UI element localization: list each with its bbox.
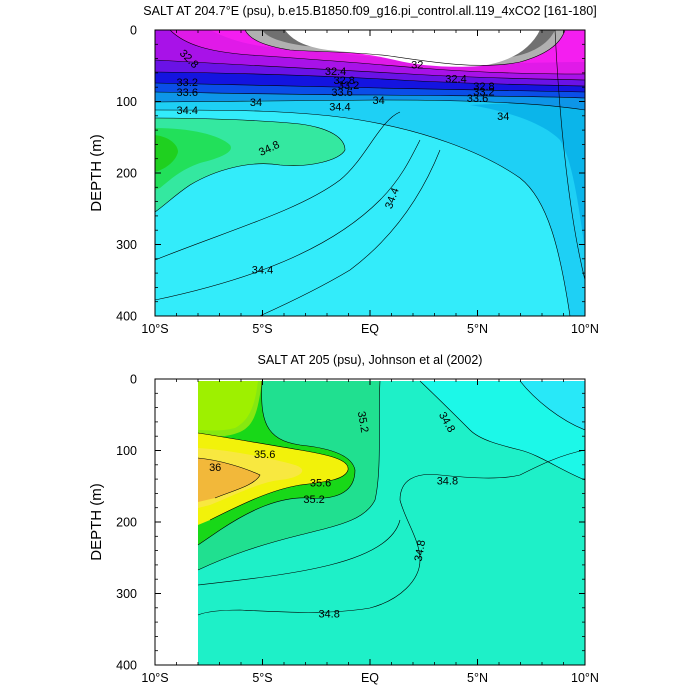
top-band-35-6 <box>155 135 178 172</box>
top-contour-label: 32.8 <box>473 81 494 93</box>
top-x-tick-label: 5°N <box>467 322 488 336</box>
bottom-y-tick-label: 200 <box>116 516 137 530</box>
top-band-white <box>285 30 540 67</box>
top-y-tick-label: 0 <box>130 24 137 38</box>
top-y-tick-label: 100 <box>116 95 137 109</box>
bottom-x-tick-label: 10°N <box>571 671 599 685</box>
bottom-contour-label: 34.8 <box>413 539 429 562</box>
top-contour-label: 33.6 <box>467 93 488 105</box>
bottom-band-34-4-34-8 <box>420 381 585 480</box>
top-x-tick-label: EQ <box>361 322 379 336</box>
top-x-tick-label: 10°S <box>141 322 168 336</box>
bottom-contour-label: 35.6 <box>310 478 331 490</box>
top-contour-label: 33.2 <box>177 77 198 89</box>
top-chart-title: SALT AT 204.7°E (psu), b.e15.B1850.f09_g… <box>143 4 596 18</box>
bottom-y-axis-label: DEPTH (m) <box>88 483 105 561</box>
bottom-band-36-0-b <box>198 381 258 431</box>
top-contour-label: 33.2 <box>338 80 359 92</box>
top-contour-label: 34.4 <box>177 105 198 117</box>
top-contour-label: 32.4 <box>445 74 466 86</box>
bottom-contour-label: 35.6 <box>254 449 275 461</box>
bottom-contour-label: 34.8 <box>318 609 339 621</box>
bottom-x-tick-label: 5°N <box>467 671 488 685</box>
top-axes: 10°S 5°S EQ 5°N 10°N 0 100 200 300 400 <box>116 24 599 337</box>
top-contour-label: 32.8 <box>333 75 354 87</box>
top-y-axis-label: DEPTH (m) <box>88 134 105 212</box>
top-contour-label: 32.4 <box>325 66 346 78</box>
bottom-y-tick-label: 400 <box>116 659 137 673</box>
bottom-x-tick-label: 10°S <box>141 671 168 685</box>
bottom-contour-lines <box>197 380 585 616</box>
top-y-tick-label: 300 <box>116 238 137 252</box>
bottom-x-tick-label: EQ <box>361 671 379 685</box>
bottom-y-tick-label: 100 <box>116 444 137 458</box>
top-y-tick-label: 200 <box>116 167 137 181</box>
top-contour-label: 34 <box>372 95 384 107</box>
bottom-y-tick-label: 300 <box>116 587 137 601</box>
bottom-band-34-0-34-4 <box>520 381 585 430</box>
top-contour-label: 34.4 <box>329 102 350 114</box>
top-contour-label: 34 <box>250 97 262 109</box>
bottom-chart-title: SALT AT 205 (psu), Johnson et al (2002) <box>258 353 483 367</box>
top-y-tick-label: 400 <box>116 310 137 324</box>
bottom-x-tick-label: 5°S <box>252 671 272 685</box>
bottom-contour-label: 35.2 <box>303 494 324 506</box>
top-contour-label: 33.6 <box>331 87 352 99</box>
top-contour-label: 33.6 <box>177 87 198 99</box>
bottom-axes: 10°S 5°S EQ 5°N 10°N 0 100 200 300 400 <box>116 373 599 686</box>
top-x-tick-label: 10°N <box>571 322 599 336</box>
bottom-y-tick-label: 0 <box>130 373 137 387</box>
bottom-contour-label: 36 <box>209 462 221 474</box>
bottom-contour-label: 35.2 <box>355 410 371 433</box>
bottom-contour-field <box>155 379 585 665</box>
top-contour-label: 33.2 <box>473 86 494 98</box>
bottom-contour-label: 34.8 <box>437 476 458 488</box>
top-contour-label: 34.4 <box>252 265 273 277</box>
top-x-tick-label: 5°S <box>252 322 272 336</box>
top-contour-field <box>155 30 585 316</box>
top-contour-label: 34 <box>497 111 509 123</box>
top-contour-label: 32 <box>411 59 423 71</box>
